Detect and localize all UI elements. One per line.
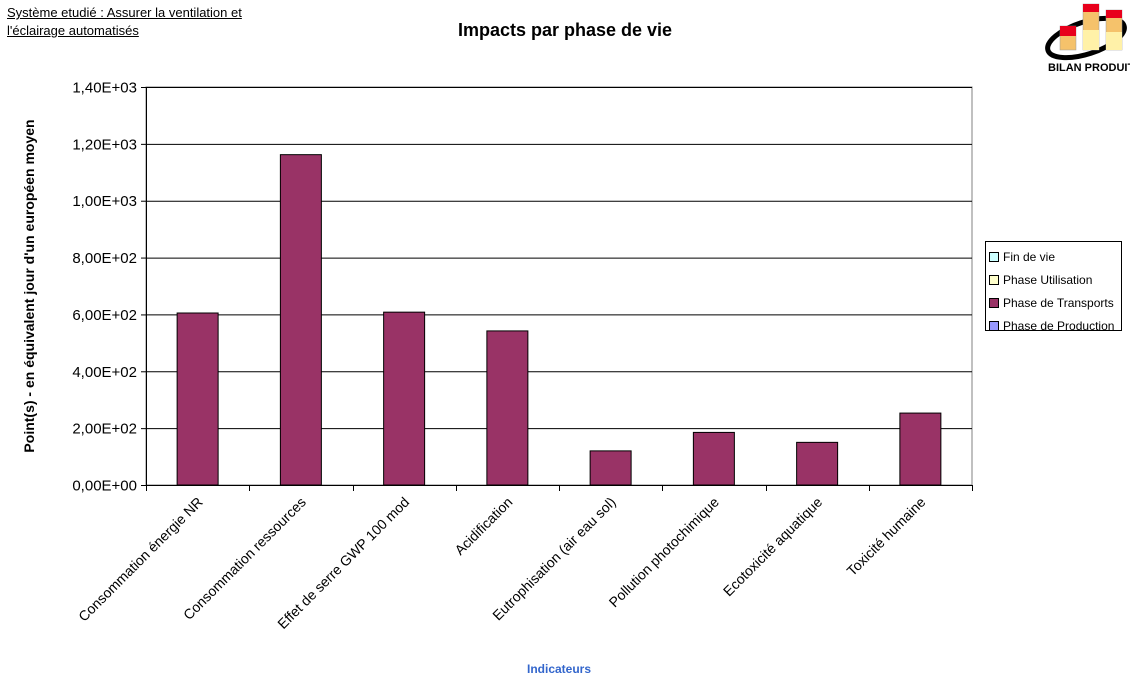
bar — [279, 154, 322, 486]
legend-label: Phase de Transports — [1003, 295, 1114, 310]
x-tick-label: Eutrophisation (air eau sol) — [489, 494, 619, 624]
x-tick-label: Acidification — [451, 494, 515, 558]
x-axis-title: Indicateurs — [526, 662, 592, 676]
legend-item: Phase Utilisation — [986, 268, 1121, 291]
legend-item: Phase de Production — [986, 314, 1121, 337]
legend-swatch — [989, 274, 999, 285]
legend-item: Phase de Transports — [986, 291, 1121, 314]
x-tick-label: Ecotoxicité aquatique — [720, 494, 826, 600]
bar — [486, 330, 529, 486]
x-tick-label: Consommation ressources — [180, 494, 309, 623]
chart-legend: Fin de vie Phase Utilisation Phase de Tran… — [985, 241, 1122, 333]
y-tick-label: 4,00E+02 — [72, 364, 137, 381]
y-axis-title: Point(s) - en équivalent jour d'un europ… — [21, 119, 37, 452]
y-tick-label: 2,00E+02 — [72, 421, 137, 438]
y-tick-label: 1,40E+03 — [72, 80, 137, 97]
bar — [796, 441, 839, 486]
legend-label: Fin de vie — [1003, 249, 1056, 264]
system-label-line1: Système etudié : Assurer la ventilation … — [7, 5, 242, 20]
legend-swatch — [989, 297, 999, 308]
bilan-produit-logo — [1045, 3, 1127, 61]
system-label-line2: l'éclairage automatisés — [7, 23, 139, 38]
bar — [176, 312, 219, 486]
bar — [692, 431, 735, 486]
legend-label: Phase de Production — [1003, 318, 1115, 333]
system-label: Système etudié : Assurer la ventilation … — [7, 4, 297, 40]
y-tick-label: 6,00E+02 — [72, 307, 137, 324]
y-tick-label: 1,20E+03 — [72, 136, 137, 153]
logo-text: BILAN PRODUIT — [1048, 62, 1130, 74]
chart-title: Impacts par phase de vie — [457, 20, 673, 40]
bar — [589, 450, 632, 486]
x-tick-label: Toxicité humaine — [843, 494, 928, 579]
y-tick-label: 0,00E+00 — [72, 478, 137, 495]
y-tick-label: 8,00E+02 — [72, 250, 137, 267]
x-tick-label: Pollution photochimique — [606, 494, 723, 611]
legend-label: Phase Utilisation — [1003, 272, 1093, 287]
bar — [899, 412, 942, 486]
plot-area — [145, 86, 973, 486]
bar — [383, 311, 426, 486]
y-tick-label: 1,00E+03 — [72, 193, 137, 210]
legend-swatch — [989, 320, 999, 331]
legend-swatch — [989, 251, 999, 262]
legend-item: Fin de vie — [986, 245, 1121, 268]
